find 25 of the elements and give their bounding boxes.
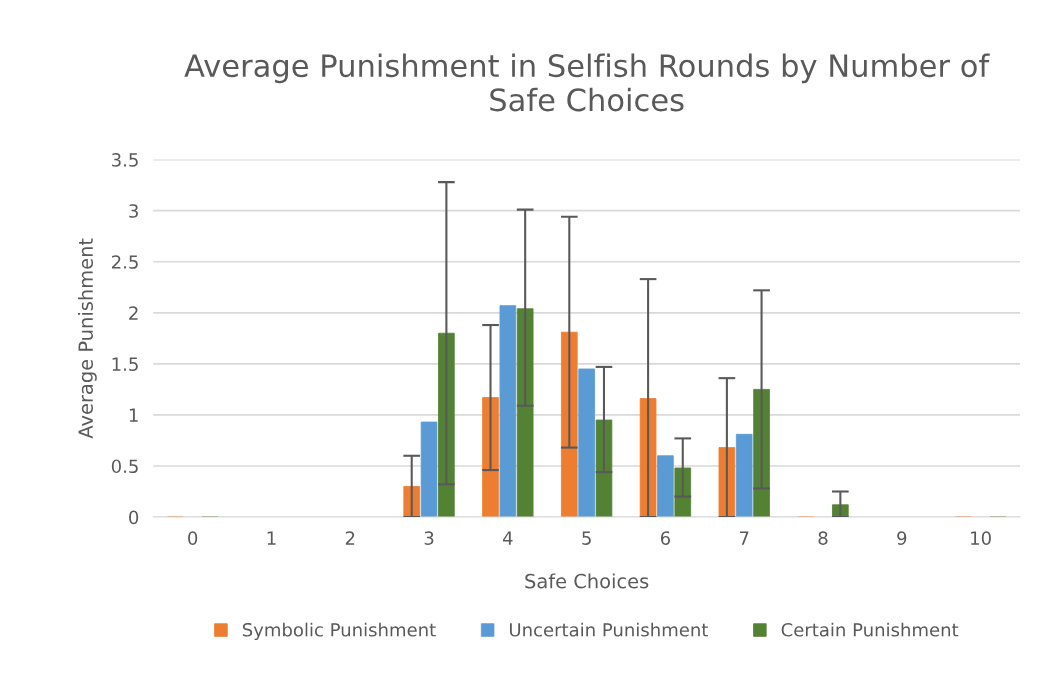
x-tick-label: 3 [424,531,434,545]
x-tick-label: 7 [739,531,749,545]
y-tick-label: 1 [129,408,138,422]
x-tick-label: 0 [188,531,198,545]
y-tick-label: 0 [129,510,139,525]
legend-label: Symbolic Punishment [242,622,436,641]
x-tick-label: 4 [502,531,513,545]
chart-title: Average Punishment in Selfish Rounds by Number of Safe Choices [184,53,990,112]
y-axis-title: Average Punishment [77,238,97,439]
x-tick-label: 5 [582,531,591,545]
x-tick-label: 8 [818,531,828,545]
x-axis-title: Safe Choices [525,573,649,589]
y-tick-label: 3.5 [112,153,138,167]
x-tick-label: 10 [971,531,991,545]
x-tick-label: 2 [345,531,355,545]
y-tick-label: 0.5 [111,459,138,474]
x-tick-label: 6 [660,531,671,545]
y-tick-label: 3 [129,204,138,218]
y-tick-label: 1.5 [112,357,138,371]
x-tick-label: 9 [897,531,907,545]
y-tick-label: 2 [129,306,138,320]
x-tick-label: 1 [267,531,276,545]
legend-label: Uncertain Punishment [509,622,708,637]
y-tick-label: 2.5 [111,255,138,269]
legend-label: Certain Punishment [781,622,959,637]
